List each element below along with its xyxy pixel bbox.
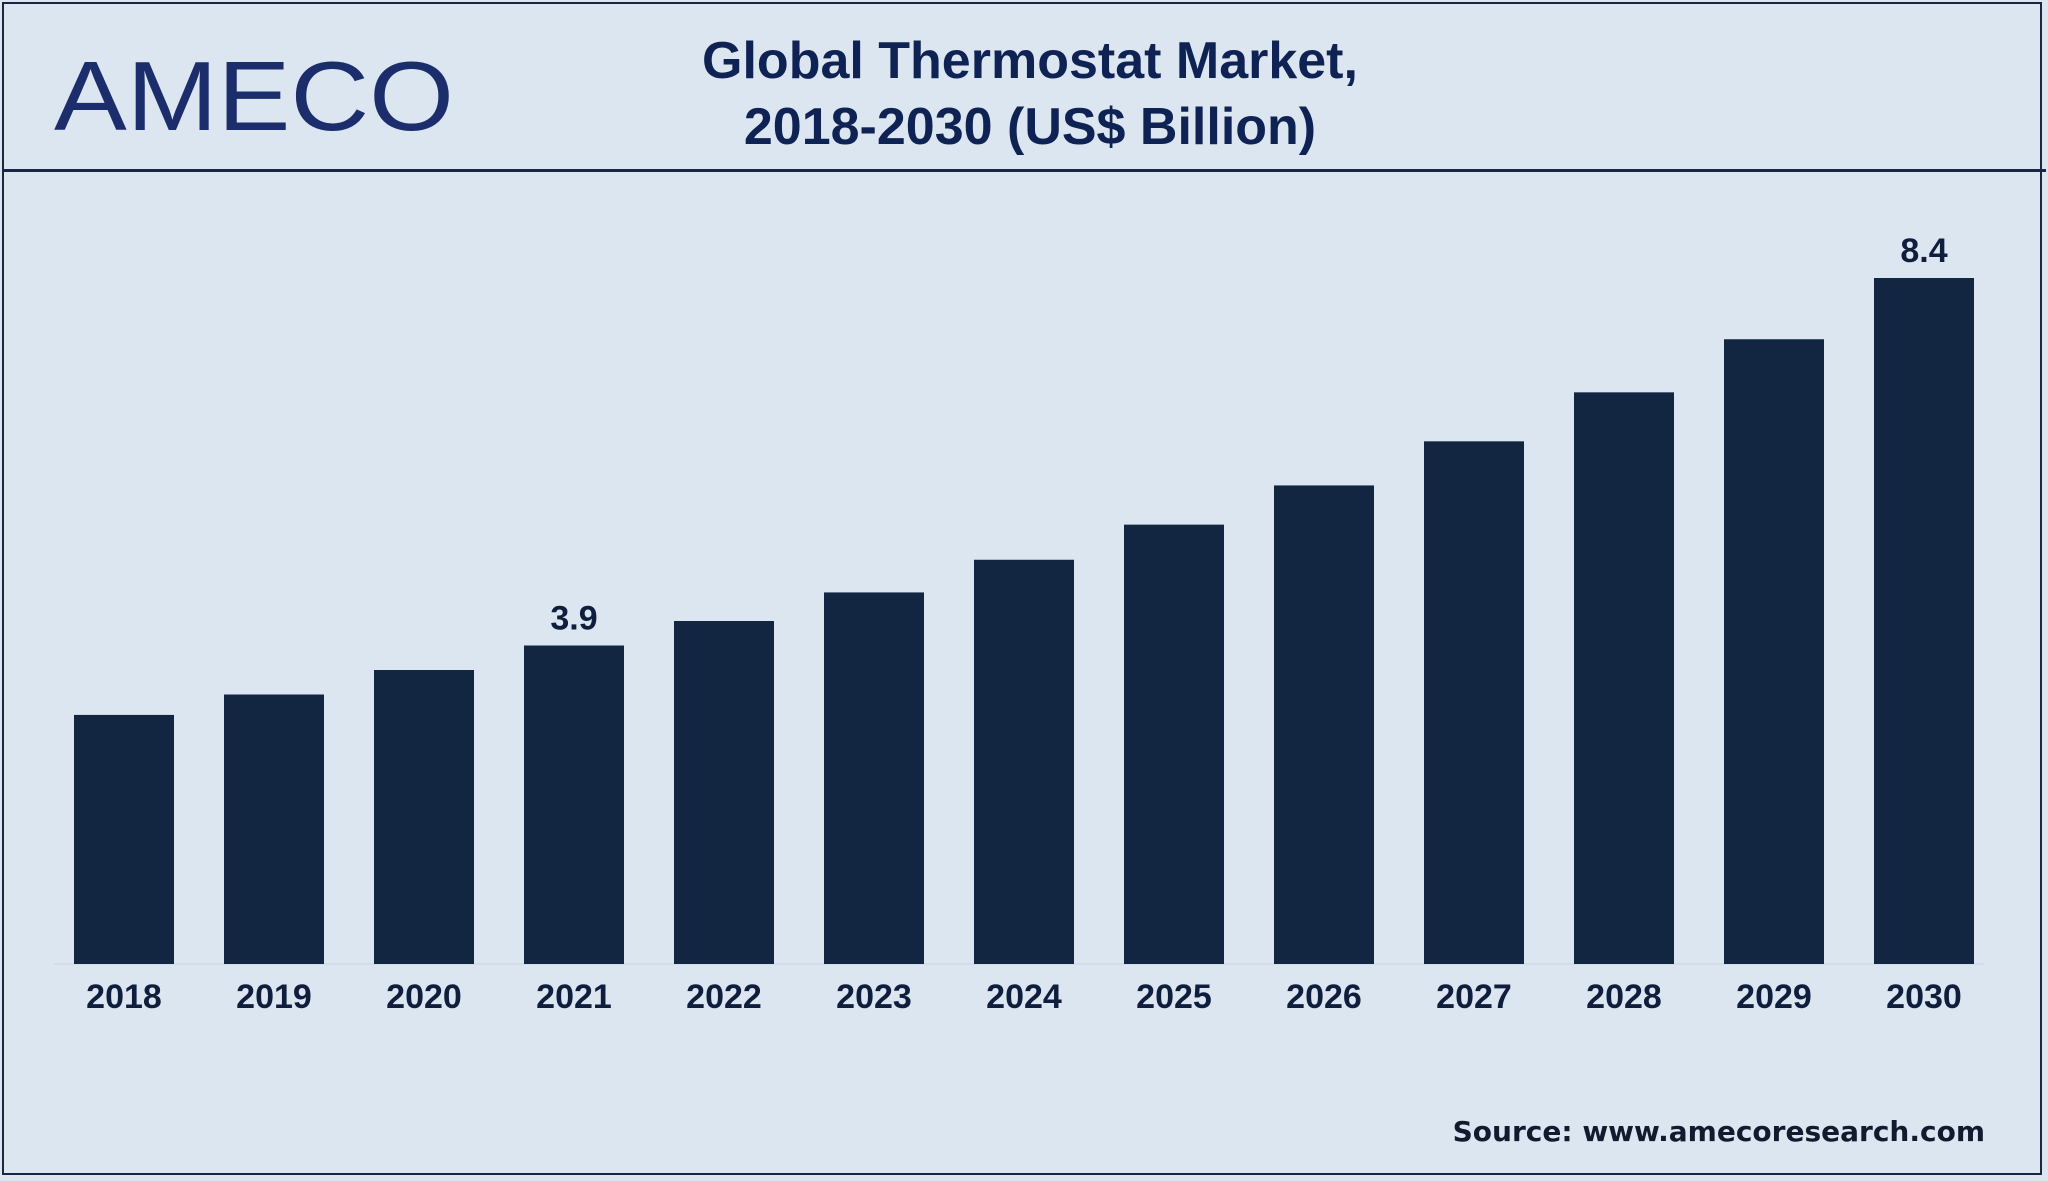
x-tick-label-2020: 2020 bbox=[386, 978, 462, 1016]
bar-2022 bbox=[674, 621, 774, 964]
bar-2025 bbox=[1124, 524, 1224, 964]
x-tick-label-2027: 2027 bbox=[1436, 978, 1512, 1016]
bar-2027 bbox=[1424, 441, 1524, 964]
x-tick-label-2028: 2028 bbox=[1586, 978, 1662, 1016]
bar-2023 bbox=[824, 592, 924, 964]
bar-2029 bbox=[1724, 339, 1824, 964]
x-tick-label-2026: 2026 bbox=[1286, 978, 1362, 1016]
bar-2018 bbox=[74, 714, 174, 964]
x-tick-label-2025: 2025 bbox=[1136, 978, 1212, 1016]
x-tick-label-2030: 2030 bbox=[1886, 978, 1962, 1016]
data-label-2030: 8.4 bbox=[1900, 232, 1947, 270]
bar-2019 bbox=[224, 694, 324, 964]
data-labels-group: 3.9 8.4 bbox=[550, 232, 1947, 638]
x-tick-label-2022: 2022 bbox=[686, 978, 762, 1016]
bar-2024 bbox=[974, 559, 1074, 964]
bars-group bbox=[74, 278, 1974, 964]
chart-title: Global Thermostat Market, 2018-2030 (US$… bbox=[590, 28, 1470, 160]
data-label-2021: 3.9 bbox=[550, 600, 597, 638]
x-tick-label-2023: 2023 bbox=[836, 978, 912, 1016]
chart-title-line-1: Global Thermostat Market, bbox=[702, 32, 1358, 90]
bar-2026 bbox=[1274, 485, 1374, 964]
bar-2030 bbox=[1874, 278, 1974, 964]
ameco-logo: AMECO bbox=[54, 41, 454, 148]
bar-chart: 2018 2019 2020 2021 2022 2023 2024 2025 2026 2027… bbox=[54, 232, 1984, 1016]
source-note: Source: www.amecoresearch.com bbox=[1452, 1115, 1985, 1148]
bar-2020 bbox=[374, 670, 474, 964]
header-divider bbox=[2, 169, 2046, 172]
x-tick-label-2024: 2024 bbox=[986, 978, 1062, 1016]
x-tick-label-2021: 2021 bbox=[536, 978, 612, 1016]
logo-text: AMECO bbox=[54, 41, 454, 148]
bar-2021 bbox=[524, 645, 624, 964]
x-tick-label-2018: 2018 bbox=[86, 978, 162, 1016]
x-tick-label-2019: 2019 bbox=[236, 978, 312, 1016]
chart-title-line-2: 2018-2030 (US$ Billion) bbox=[743, 98, 1317, 156]
x-tick-labels: 2018 2019 2020 2021 2022 2023 2024 2025 2026 2027… bbox=[86, 978, 1962, 1016]
bar-2028 bbox=[1574, 392, 1674, 964]
x-tick-label-2029: 2029 bbox=[1736, 978, 1812, 1016]
